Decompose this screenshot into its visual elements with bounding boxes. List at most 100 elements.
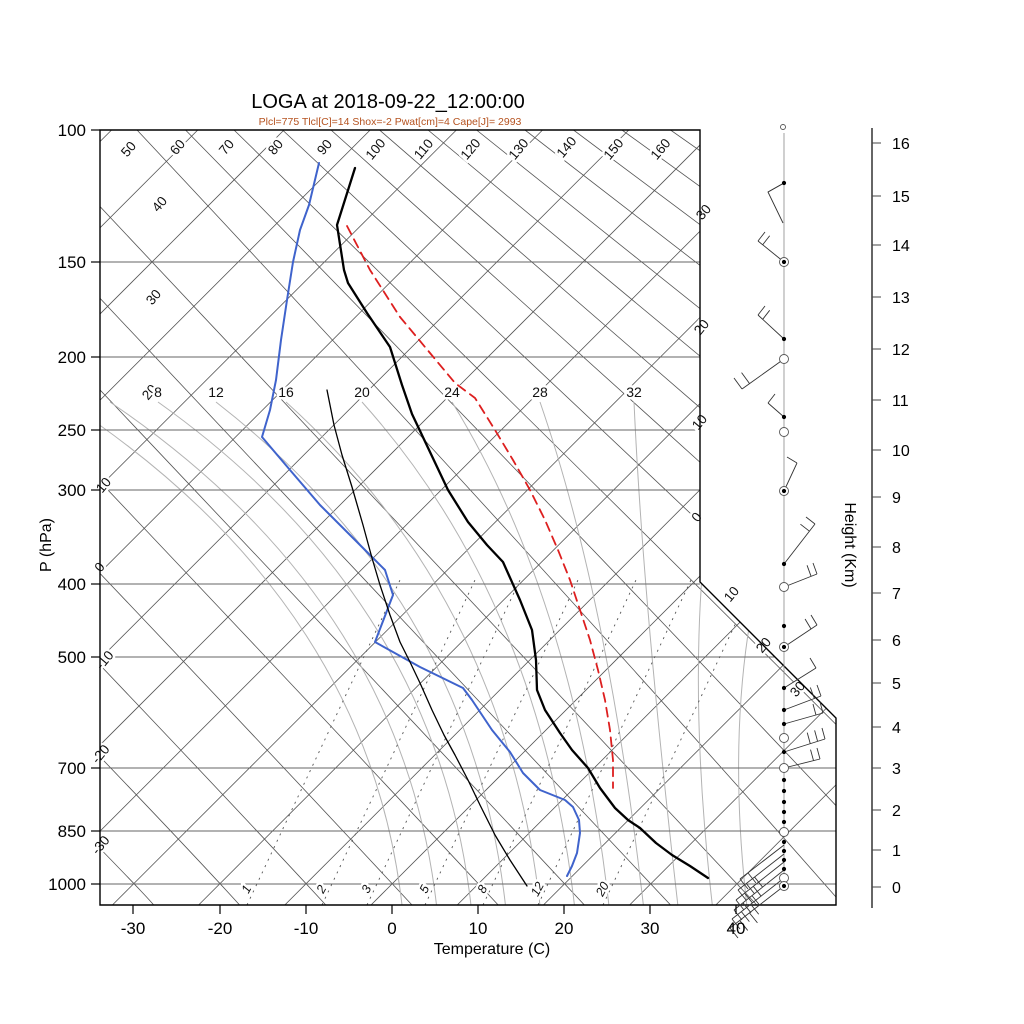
wind-barb-icon bbox=[783, 657, 817, 689]
station-circle-marker bbox=[779, 354, 789, 364]
pressure-tick-label: 500 bbox=[58, 648, 86, 667]
wind-barb-icon bbox=[729, 885, 785, 939]
isotherm-grid bbox=[100, 130, 836, 905]
height-tick-label: 7 bbox=[892, 586, 901, 603]
pressure-axis: 100 150 200 250 300 400 500 700 850 1000 bbox=[48, 121, 100, 894]
grid-label: 150 bbox=[601, 136, 627, 163]
station-dot-marker bbox=[781, 259, 787, 265]
grid-label: 32 bbox=[626, 384, 642, 400]
grid-label: 8 bbox=[475, 883, 491, 896]
background-grid bbox=[100, 130, 836, 905]
grid-label: 20 bbox=[354, 384, 370, 400]
wetbulb-curve bbox=[261, 162, 581, 877]
grid-label: -10 bbox=[93, 648, 117, 673]
pressure-tick-label: 150 bbox=[58, 253, 86, 272]
sounding-curves bbox=[261, 162, 710, 887]
pressure-tick-label: 400 bbox=[58, 575, 86, 594]
grid-label: 60 bbox=[167, 137, 188, 158]
station-dot-marker bbox=[781, 488, 787, 494]
pressure-gridlines bbox=[100, 130, 836, 885]
grid-label: 8 bbox=[154, 384, 162, 400]
grid-label: 90 bbox=[314, 137, 335, 158]
wind-barb-icon bbox=[783, 456, 798, 492]
temperature-tick-label: 10 bbox=[469, 919, 488, 938]
grid-label: 30 bbox=[693, 202, 714, 223]
grid-label: 10 bbox=[721, 584, 742, 605]
height-axis-label: Height (Km) bbox=[841, 502, 858, 588]
temperature-tick-label: -30 bbox=[121, 919, 146, 938]
wind-barb-icon bbox=[767, 393, 785, 418]
wind-barb-icon bbox=[783, 562, 818, 588]
station-dot-marker bbox=[781, 866, 787, 872]
station-dot-marker bbox=[781, 644, 787, 650]
height-tick-label: 14 bbox=[892, 238, 910, 255]
grid-label: 40 bbox=[149, 194, 170, 215]
parcel-curve bbox=[346, 225, 614, 789]
parcel-stats-line: Plcl=775 Tlcl[C]=14 Shox=-2 Pwat[cm]=4 C… bbox=[258, 116, 522, 128]
station-dot-marker bbox=[781, 819, 787, 825]
station-dot-marker bbox=[781, 799, 787, 805]
temperature-tick-label: -10 bbox=[294, 919, 319, 938]
station-dot-marker bbox=[781, 857, 787, 863]
grid-label: 130 bbox=[506, 136, 532, 163]
grid-label: 100 bbox=[363, 136, 389, 163]
station-dot-marker bbox=[781, 721, 787, 727]
height-tick-label: 6 bbox=[892, 633, 901, 650]
grid-label: 50 bbox=[118, 139, 139, 160]
station-dot-marker bbox=[781, 848, 787, 854]
grid-label: 20 bbox=[691, 317, 712, 338]
station-dot-marker bbox=[781, 883, 787, 889]
pressure-tick-label: 250 bbox=[58, 421, 86, 440]
height-tick-label: 5 bbox=[892, 676, 901, 693]
temperature-tick-label: -20 bbox=[208, 919, 233, 938]
grid-label: 10 bbox=[93, 475, 114, 496]
height-tick-label: 0 bbox=[892, 880, 901, 897]
wind-barb-icon bbox=[783, 701, 824, 725]
station-circle-marker bbox=[779, 827, 789, 837]
station-dot-marker bbox=[781, 707, 787, 713]
dry-adiabat-grid bbox=[100, 130, 836, 905]
height-tick-label: 2 bbox=[892, 803, 901, 820]
grid-label: 16 bbox=[278, 384, 294, 400]
height-tick-label: 9 bbox=[892, 490, 901, 507]
wind-barb-icon bbox=[733, 869, 785, 921]
temperature-axis-label: Temperature (C) bbox=[433, 941, 551, 958]
wind-barb-icon bbox=[739, 844, 785, 890]
wind-staff-top-icon bbox=[780, 124, 786, 130]
grid-label: 0 bbox=[688, 509, 704, 524]
grid-label: 28 bbox=[532, 384, 548, 400]
height-tick-label: 11 bbox=[892, 393, 909, 410]
grid-label: 160 bbox=[648, 136, 674, 163]
height-tick-label: 1 bbox=[892, 843, 901, 860]
wind-barb-icon bbox=[757, 305, 785, 340]
grid-label: 5 bbox=[417, 883, 433, 896]
temperature-tick-label: 20 bbox=[555, 919, 574, 938]
wind-barb-icon bbox=[783, 727, 826, 753]
wind-barb-column bbox=[729, 124, 826, 939]
grid-label: 20 bbox=[593, 880, 612, 900]
height-tick-label: 15 bbox=[892, 189, 910, 206]
plot-border bbox=[99, 129, 837, 906]
station-dot-marker bbox=[781, 809, 787, 815]
station-dot-marker bbox=[781, 336, 787, 342]
grid-label: 12 bbox=[528, 880, 547, 899]
pressure-tick-label: 300 bbox=[58, 481, 86, 500]
grid-label: 30 bbox=[787, 679, 808, 700]
height-tick-label: 4 bbox=[892, 720, 901, 737]
wind-barb-icon bbox=[783, 516, 816, 565]
station-dot-marker bbox=[781, 777, 787, 783]
station-circle-marker bbox=[779, 733, 789, 743]
grid-label: 140 bbox=[554, 134, 580, 161]
station-dot-marker bbox=[781, 685, 787, 691]
grid-label: 12 bbox=[208, 384, 224, 400]
chart-title: LOGA at 2018-09-22_12:00:00 bbox=[251, 91, 525, 113]
pressure-tick-label: 850 bbox=[58, 822, 86, 841]
height-tick-label: 8 bbox=[892, 540, 901, 557]
station-circle-marker bbox=[779, 427, 789, 437]
station-dot-marker bbox=[781, 749, 787, 755]
station-dot-marker bbox=[781, 180, 787, 186]
station-dot-marker bbox=[781, 414, 787, 420]
temperature-curve bbox=[335, 166, 710, 880]
